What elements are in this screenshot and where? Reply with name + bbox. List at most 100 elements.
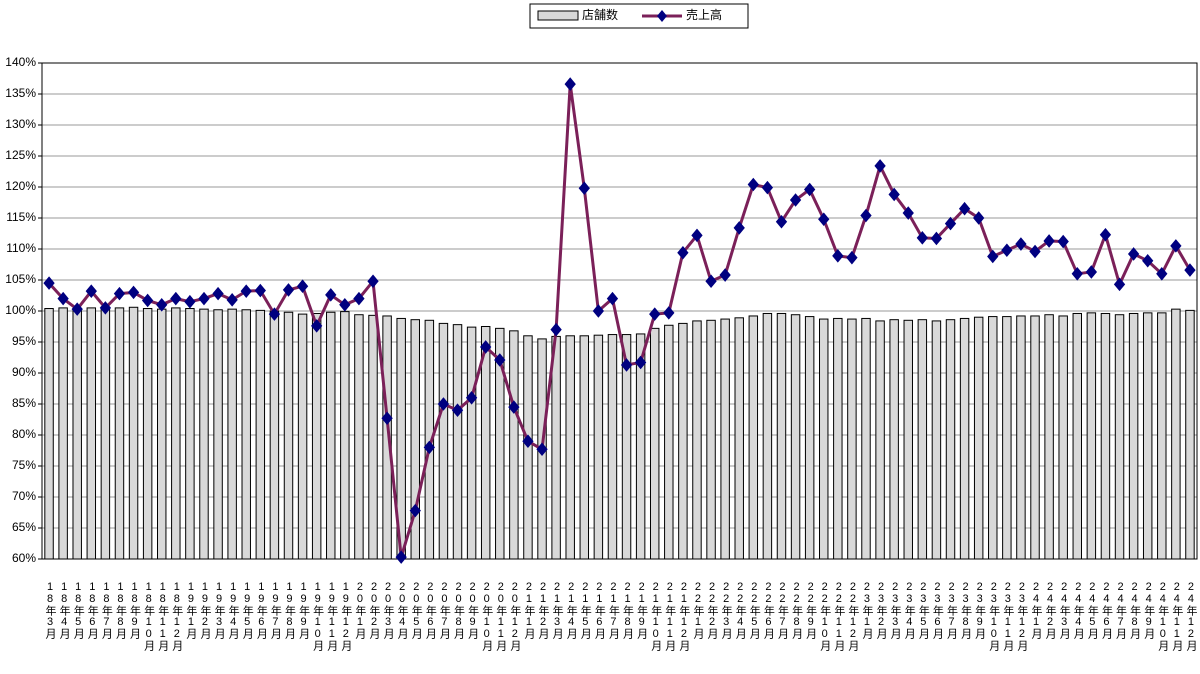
x-tick-label: 18年4月	[58, 581, 71, 639]
x-tick-label: 19年2月	[198, 581, 211, 639]
x-tick-label: 23年11月	[1001, 581, 1014, 651]
x-tick-label: 22年1月	[691, 581, 704, 639]
marker	[606, 291, 619, 306]
marker	[198, 291, 210, 306]
x-tick-label: 24年5月	[1086, 581, 1099, 639]
x-tick-label: 23年9月	[973, 581, 986, 639]
bar	[326, 311, 336, 560]
y-tick-label: 60%	[12, 551, 36, 565]
x-tick-label: 22年12月	[846, 581, 859, 651]
marker	[1015, 237, 1027, 251]
x-tick-label: 20年10月	[480, 581, 493, 651]
x-tick-label: 21年7月	[607, 581, 620, 639]
marker	[170, 291, 182, 306]
marker	[184, 294, 196, 309]
marker	[649, 307, 661, 321]
marker	[465, 391, 478, 405]
x-tick-label: 19年1月	[184, 581, 197, 639]
bar	[480, 326, 491, 560]
y-tick-label: 125%	[5, 148, 36, 162]
marker	[592, 304, 605, 318]
y-tick-label: 100%	[5, 303, 36, 317]
marker	[620, 358, 633, 372]
bar	[748, 315, 759, 560]
bar	[875, 320, 885, 560]
bar	[692, 320, 702, 560]
x-tick-label: 22年7月	[776, 581, 789, 639]
bar	[44, 308, 54, 560]
x-tick-label: 18年6月	[86, 581, 99, 639]
marker	[1127, 247, 1140, 261]
bar	[1114, 314, 1125, 560]
x-tick-label: 20年11月	[494, 581, 507, 651]
marker	[1113, 277, 1126, 292]
bar	[213, 309, 223, 560]
marker	[409, 503, 421, 518]
bar	[1142, 312, 1153, 560]
y-tick-label: 140%	[5, 55, 36, 69]
x-tick-label: 21年2月	[537, 581, 550, 639]
marker	[973, 211, 985, 225]
bar	[297, 313, 308, 560]
marker	[282, 283, 295, 297]
x-tick-label: 19年11月	[325, 581, 338, 651]
sales-line	[47, 83, 1192, 558]
bar	[452, 324, 463, 560]
marker	[268, 307, 281, 321]
bar	[706, 319, 716, 560]
marker	[156, 298, 168, 312]
marker	[127, 285, 140, 300]
bar	[621, 334, 632, 560]
bar	[227, 308, 237, 560]
marker	[902, 206, 914, 220]
x-tick-label: 19年10月	[311, 581, 324, 651]
marker	[719, 268, 731, 282]
marker	[437, 397, 450, 411]
marker	[536, 442, 548, 457]
bar	[847, 318, 857, 560]
bar	[86, 307, 97, 560]
legend-swatch	[537, 10, 579, 21]
bar	[157, 308, 167, 560]
marker	[494, 353, 506, 367]
marker	[818, 212, 830, 227]
x-tick-label: 23年4月	[903, 581, 916, 639]
bar	[551, 335, 561, 560]
x-tick-label: 21年3月	[551, 581, 564, 639]
marker	[634, 355, 647, 370]
bar	[128, 306, 139, 560]
marker	[1071, 267, 1083, 281]
x-tick-label: 18年12月	[170, 581, 183, 651]
bar	[988, 316, 998, 560]
x-tick-label: 23年3月	[889, 581, 902, 639]
bar	[959, 317, 970, 560]
x-tick-label: 21年9月	[635, 581, 648, 639]
marker	[254, 283, 266, 298]
marker	[311, 319, 323, 333]
x-tick-label: 19年9月	[297, 581, 310, 639]
marker	[916, 231, 928, 245]
marker	[1099, 227, 1112, 242]
marker	[325, 288, 337, 302]
y-tick-label: 115%	[6, 210, 36, 224]
bar	[664, 324, 674, 560]
bar	[269, 310, 280, 560]
y-tick-label: 110%	[6, 241, 36, 255]
x-tick-label: 22年3月	[720, 581, 733, 639]
marker	[578, 181, 590, 196]
bar	[762, 312, 773, 560]
bar	[1044, 314, 1054, 560]
x-tick-label: 20年8月	[452, 581, 465, 639]
bar	[58, 307, 68, 560]
bar	[917, 319, 928, 560]
x-tick-label: 24年12月	[1184, 581, 1197, 651]
marker	[296, 279, 309, 293]
marker	[987, 249, 999, 264]
bar	[861, 317, 871, 560]
bar	[114, 307, 125, 560]
marker	[1170, 239, 1182, 253]
x-tick-label: 21年1月	[522, 581, 535, 639]
x-tick-label: 23年6月	[931, 581, 944, 639]
bar	[889, 319, 899, 560]
